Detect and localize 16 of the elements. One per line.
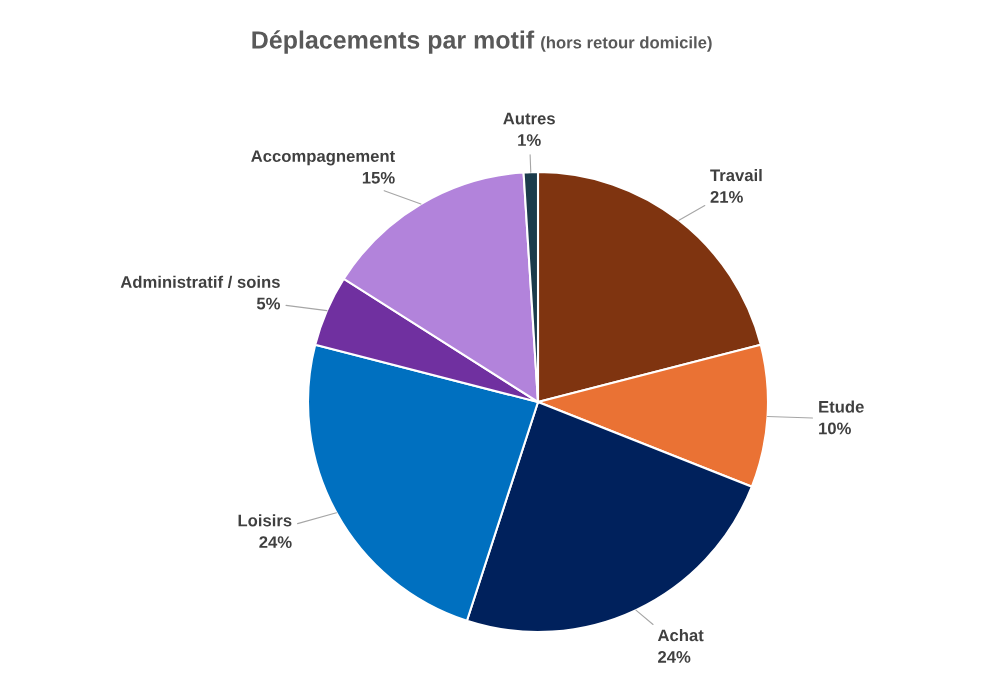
slice-label: Achat	[657, 629, 704, 642]
data-label: 1%	[518, 134, 541, 146]
slice-label: Administratif / soins	[120, 275, 280, 289]
data-label: 21%	[710, 191, 743, 203]
chart-subtitle: (hors retour domicile)	[541, 36, 712, 52]
slice-label: Autres	[503, 112, 555, 125]
data-label: 10%	[819, 422, 851, 435]
data-label: 15%	[362, 171, 395, 184]
data-label: 24%	[259, 536, 292, 548]
slice-label: Accompagnement	[251, 150, 395, 166]
data-label: 24%	[658, 651, 691, 663]
slice-label: Travail	[710, 169, 762, 182]
slice-label: Etude	[819, 400, 864, 413]
slice-label: Loisirs	[238, 514, 292, 527]
data-label: 5%	[256, 297, 281, 310]
chart-title: Déplacements par motif	[252, 30, 535, 54]
